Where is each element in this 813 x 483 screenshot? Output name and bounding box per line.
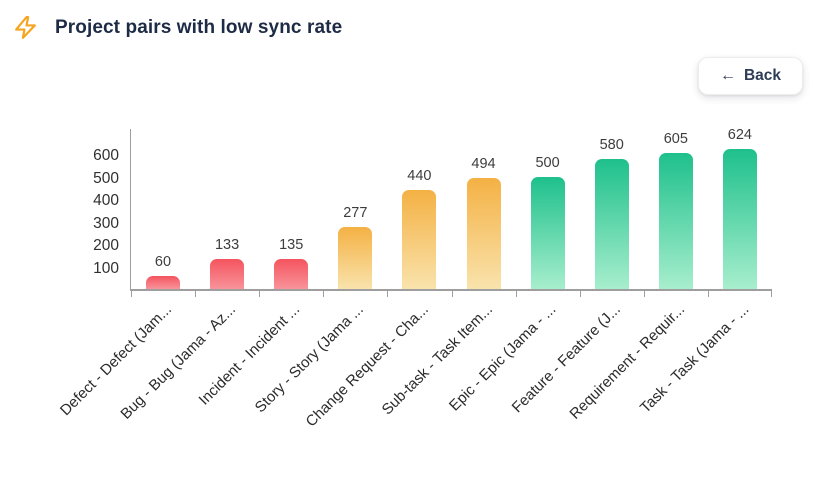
bar-value-label: 580	[599, 136, 624, 153]
bar[interactable]	[146, 275, 181, 289]
x-axis-label: Requirement - Requir...	[566, 301, 688, 423]
x-axis-label: Bug - Bug (Jama - Az...	[117, 301, 240, 423]
x-axis-tick	[131, 289, 132, 297]
page-title: Project pairs with low sync rate	[55, 16, 343, 38]
x-axis-tick	[515, 289, 517, 297]
x-axis-tick	[643, 289, 645, 297]
bar-value-label: 500	[535, 154, 560, 171]
bar-value-label: 605	[663, 130, 688, 147]
arrow-left-icon: ←	[719, 67, 736, 84]
bar-value-label: 135	[279, 236, 304, 253]
bar-value-label: 60	[154, 253, 172, 270]
zap-icon	[13, 14, 38, 41]
page-header: Project pairs with low sync rate	[13, 14, 342, 41]
y-axis-tick-label: 200	[93, 237, 119, 254]
bar[interactable]	[402, 190, 437, 289]
y-axis-tick-label: 500	[93, 169, 119, 187]
x-axis-label: Epic - Epic (Jama - ...	[446, 301, 560, 415]
bar-value-label: 494	[471, 155, 496, 172]
y-axis-tick-label: 300	[93, 214, 119, 232]
x-axis-tick	[451, 289, 453, 297]
x-axis-tick	[387, 289, 389, 297]
x-axis-tick	[707, 289, 709, 297]
back-button-label: Back	[743, 67, 781, 84]
bar[interactable]	[530, 176, 565, 289]
y-axis-tick-label: 100	[93, 259, 119, 277]
x-axis-tick	[195, 289, 197, 297]
x-axis-label: Change Request - Cha...	[302, 301, 432, 431]
bar[interactable]	[594, 158, 629, 289]
bar[interactable]	[466, 177, 501, 289]
x-axis-tick	[259, 289, 261, 297]
y-axis-tick-label: 600	[93, 147, 119, 164]
x-axis-label: Defect - Defect (Jam...	[56, 301, 176, 420]
x-axis-label: Sub-task - Task Item...	[378, 301, 496, 419]
y-axis-tick-label: 400	[93, 192, 119, 209]
bar[interactable]	[658, 152, 693, 289]
x-axis-label: Story - Story (Jama ...	[252, 301, 368, 417]
x-axis-tick	[323, 289, 325, 297]
bar-value-label: 133	[214, 237, 240, 254]
x-axis-tick	[579, 289, 581, 297]
bar-value-label: 440	[407, 168, 432, 184]
bar[interactable]	[274, 258, 309, 289]
back-button[interactable]: ← Back	[697, 57, 803, 95]
bar[interactable]	[722, 148, 757, 289]
x-axis-label: Feature - Feature (J...	[508, 301, 624, 417]
bar-chart-plot-area: 100 200 300 400 500 600 60 133 135 277 440 494 500 58…	[57, 126, 772, 430]
x-axis-tick	[771, 289, 772, 297]
bar-value-label: 277	[343, 204, 368, 221]
bar[interactable]	[338, 226, 373, 289]
bar-value-label: 624	[727, 126, 752, 143]
bar[interactable]	[210, 259, 245, 289]
x-axis-label: Task - Task (Jama - ...	[636, 301, 752, 417]
